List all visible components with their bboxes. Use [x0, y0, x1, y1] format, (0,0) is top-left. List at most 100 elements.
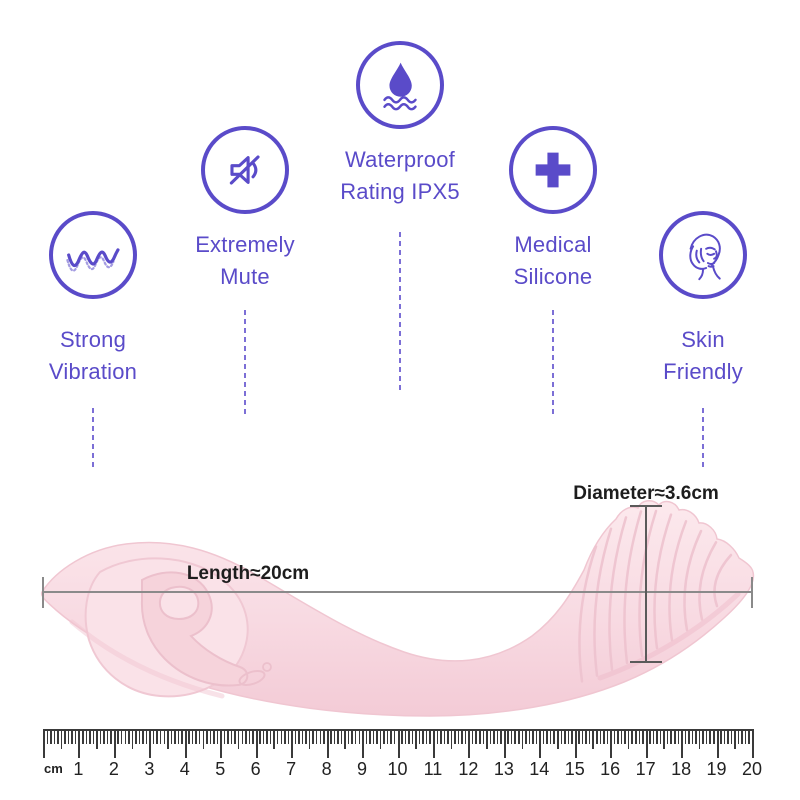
- ruler-number: 13: [493, 759, 514, 779]
- ruler-tick: [43, 731, 45, 758]
- ruler-tick: [298, 731, 300, 744]
- feature-label-line: Silicone: [513, 264, 593, 289]
- ruler-tick: [564, 731, 566, 744]
- ruler-tick: [457, 731, 460, 744]
- ruler-number: 9: [357, 759, 368, 779]
- ruler-tick: [195, 731, 197, 744]
- ruler-tick: [670, 731, 672, 744]
- ruler-tick: [142, 731, 144, 744]
- ruler-tick: [237, 731, 240, 749]
- ruler-tick: [46, 731, 49, 744]
- feature-circle: [49, 211, 137, 299]
- ruler-tick: [354, 731, 357, 744]
- control-button-small: [262, 662, 272, 672]
- ruler-tick: [432, 731, 435, 758]
- ruler-tick: [92, 731, 95, 744]
- ruler-tick: [627, 731, 630, 749]
- body-shading: [69, 619, 225, 699]
- ruler-tick: [163, 731, 166, 744]
- ruler-tick: [617, 731, 619, 744]
- ruler-tick: [610, 731, 613, 758]
- ruler-tick: [340, 731, 343, 744]
- ruler-tick: [493, 731, 495, 744]
- ruler-tick: [206, 731, 208, 744]
- ruler-tick: [546, 731, 548, 744]
- ruler-tick: [397, 731, 400, 758]
- ruler-number: 5: [215, 759, 226, 779]
- ruler-tick: [415, 731, 417, 749]
- ruler-tick: [74, 731, 77, 744]
- ruler-tick: [592, 731, 594, 749]
- ruler-tick: [684, 731, 687, 744]
- ruler-tick: [362, 731, 365, 758]
- ruler-number: 16: [600, 759, 621, 779]
- ruler-tick: [585, 731, 587, 744]
- ruler-tick: [106, 731, 109, 744]
- ruler-tick: [326, 731, 329, 758]
- ruler-tick: [471, 731, 474, 744]
- feature-label-line: Skin: [681, 327, 725, 352]
- ruler-tick: [273, 731, 275, 749]
- ruler-tick: [645, 731, 648, 758]
- ruler-baseline: [43, 729, 754, 731]
- ruler-tick: [365, 731, 368, 744]
- ruler-number: 2: [108, 759, 119, 779]
- ruler-tick: [581, 731, 584, 744]
- feature-label-line: Rating IPX5: [340, 179, 460, 204]
- ruler-tick: [120, 731, 123, 744]
- ruler-tick: [347, 731, 350, 744]
- ruler-tick: [659, 731, 662, 744]
- feature-label-line: Friendly: [663, 359, 743, 384]
- feature-circle: [201, 126, 289, 214]
- ruler-tick: [376, 731, 378, 744]
- ruler-tick: [202, 731, 205, 749]
- ruler-tick: [681, 731, 684, 758]
- ruler-tick: [542, 731, 545, 744]
- control-button: [238, 670, 266, 686]
- head-ridges: [578, 509, 733, 683]
- ruler-tick: [255, 731, 258, 758]
- ridge-line: [668, 520, 688, 642]
- ridge-line: [638, 509, 658, 658]
- ruler-tick: [716, 731, 719, 758]
- ruler-tick: [177, 731, 180, 744]
- ruler-tick: [234, 731, 236, 744]
- ruler-tick: [287, 731, 290, 744]
- ruler-tick: [117, 731, 119, 744]
- ruler-tick: [138, 731, 141, 744]
- ruler-tick: [677, 731, 680, 744]
- ruler-tick: [695, 731, 697, 744]
- ruler-tick: [663, 731, 665, 749]
- ruler-tick: [408, 731, 410, 744]
- ruler-tick: [730, 731, 733, 744]
- ruler-tick: [620, 731, 623, 744]
- ruler-tick: [53, 731, 56, 744]
- ruler-tick: [223, 731, 226, 744]
- ruler-tick: [748, 731, 750, 744]
- ruler-tick: [216, 731, 219, 744]
- ruler-tick: [124, 731, 127, 744]
- ruler-tick: [312, 731, 314, 744]
- ruler-tick: [241, 731, 244, 744]
- ruler-number: 15: [564, 759, 585, 779]
- ruler-tick: [291, 731, 294, 758]
- ruler-tick: [734, 731, 736, 749]
- ruler-tick: [315, 731, 318, 744]
- feature-circle: [659, 211, 747, 299]
- ruler-tick: [741, 731, 743, 744]
- ruler-tick: [588, 731, 591, 744]
- ruler-tick: [230, 731, 233, 744]
- ruler-tick: [422, 731, 424, 744]
- ruler-tick: [571, 731, 573, 744]
- ridge-line: [713, 553, 733, 608]
- ruler-tick: [330, 731, 332, 744]
- feature-label-line: Mute: [220, 264, 270, 289]
- ruler-tick: [284, 731, 286, 744]
- ruler-tick: [649, 731, 651, 744]
- feature-label-line: Strong: [59, 327, 127, 352]
- ruler-tick: [464, 731, 467, 744]
- ruler-tick: [82, 731, 84, 744]
- ruler-tick: [344, 731, 346, 749]
- ruler-tick: [390, 731, 392, 744]
- ruler-tick: [181, 731, 183, 744]
